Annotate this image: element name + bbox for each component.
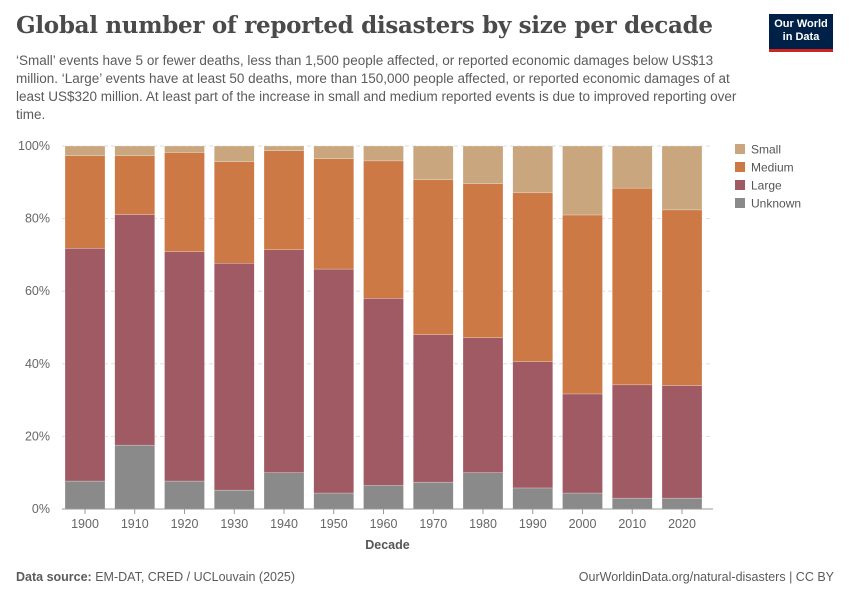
bar-unknown-1920	[164, 480, 205, 510]
chart-title: Global number of reported disasters by s…	[16, 12, 713, 39]
bar-medium-1960	[363, 160, 404, 299]
bar-large-1970	[413, 334, 454, 483]
bar-small-1950	[313, 145, 354, 159]
bar-medium-1930	[214, 161, 255, 264]
source-text[interactable]: EM-DAT, CRED / UCLouvain (2025)	[95, 570, 296, 584]
bar-unknown-1990	[512, 487, 553, 510]
x-axis-label: Decade	[365, 538, 410, 552]
x-tick-label: 1910	[121, 517, 149, 531]
bar-unknown-1960	[363, 485, 404, 510]
bar-small-1940	[263, 145, 305, 151]
legend-swatch-unknown	[735, 198, 745, 208]
bar-unknown-2010	[612, 497, 653, 510]
x-tick-label: 1980	[469, 517, 497, 531]
x-tick-label: 1970	[419, 517, 447, 531]
bar-large-2010	[612, 384, 653, 499]
bar-medium-2010	[612, 187, 653, 386]
bar-large-1900	[64, 248, 106, 482]
x-tick-label: 1900	[71, 517, 99, 531]
bar-medium-1970	[413, 179, 454, 335]
bar-large-1930	[214, 263, 255, 491]
bar-large-1990	[512, 361, 553, 489]
owid-logo[interactable]: Our World in Data	[769, 14, 833, 52]
legend-swatch-medium	[735, 162, 745, 172]
bar-unknown-1930	[214, 489, 255, 510]
y-tick-label: 0%	[32, 502, 50, 516]
bar-small-2010	[612, 145, 653, 189]
x-tick-label: 1920	[171, 517, 199, 531]
x-tick-label: 2020	[668, 517, 696, 531]
bar-small-1970	[413, 145, 454, 180]
bar-unknown-1940	[263, 472, 305, 510]
bar-large-1940	[263, 249, 305, 473]
bar-unknown-1910	[114, 444, 155, 510]
bar-medium-2000	[562, 214, 603, 395]
bar-large-1910	[114, 214, 155, 446]
legend-swatch-small	[735, 144, 745, 154]
legend-label-medium: Medium	[751, 161, 794, 175]
bar-large-1950	[313, 268, 354, 494]
bar-medium-2020	[661, 209, 703, 386]
bar-unknown-1900	[64, 480, 106, 510]
bar-large-2020	[661, 385, 703, 499]
bar-small-1990	[512, 145, 553, 194]
bar-unknown-1970	[413, 481, 454, 510]
bar-unknown-2000	[562, 492, 603, 510]
legend-label-small: Small	[751, 143, 781, 157]
y-tick-label: 40%	[25, 357, 50, 371]
bar-unknown-2020	[661, 497, 703, 510]
bar-medium-1990	[512, 192, 553, 362]
bar-small-1910	[114, 145, 155, 157]
y-tick-label: 80%	[25, 212, 50, 226]
legend-label-unknown: Unknown	[751, 197, 801, 211]
x-tick-label: 1940	[270, 517, 298, 531]
bar-medium-1920	[164, 152, 205, 252]
y-tick-label: 20%	[25, 429, 50, 443]
bar-small-1920	[164, 145, 205, 153]
data-source: Data source: EM-DAT, CRED / UCLouvain (2…	[16, 570, 295, 584]
legend-swatch-large	[735, 180, 745, 190]
footer-link[interactable]: OurWorldinData.org/natural-disasters | C…	[578, 570, 834, 584]
bar-large-1960	[363, 298, 404, 486]
x-tick-label: 1960	[370, 517, 398, 531]
source-label: Data source:	[16, 570, 92, 584]
bar-medium-1980	[462, 183, 504, 338]
bar-small-1960	[363, 145, 404, 162]
bar-small-2000	[562, 145, 603, 216]
bar-medium-1910	[114, 155, 155, 215]
chart-subtitle: ‘Small’ events have 5 or fewer deaths, l…	[16, 53, 737, 122]
bar-medium-1950	[313, 158, 354, 270]
x-tick-label: 1990	[519, 517, 547, 531]
bar-small-1900	[64, 145, 106, 157]
bar-unknown-1980	[462, 472, 504, 510]
bar-large-2000	[562, 393, 603, 494]
y-tick-label: 60%	[25, 284, 50, 298]
x-tick-label: 2010	[618, 517, 646, 531]
legend-label-large: Large	[751, 179, 782, 193]
bar-large-1920	[164, 251, 205, 482]
x-tick-label: 1930	[220, 517, 248, 531]
bar-small-1980	[462, 145, 504, 184]
bar-large-1980	[462, 337, 504, 473]
y-tick-label: 100%	[18, 139, 50, 153]
bar-small-2020	[661, 145, 703, 211]
bar-small-1930	[214, 145, 255, 162]
bar-medium-1900	[64, 155, 106, 249]
x-tick-label: 1950	[320, 517, 348, 531]
bar-medium-1940	[263, 150, 305, 251]
bar-unknown-1950	[313, 492, 354, 510]
x-tick-label: 2000	[569, 517, 597, 531]
